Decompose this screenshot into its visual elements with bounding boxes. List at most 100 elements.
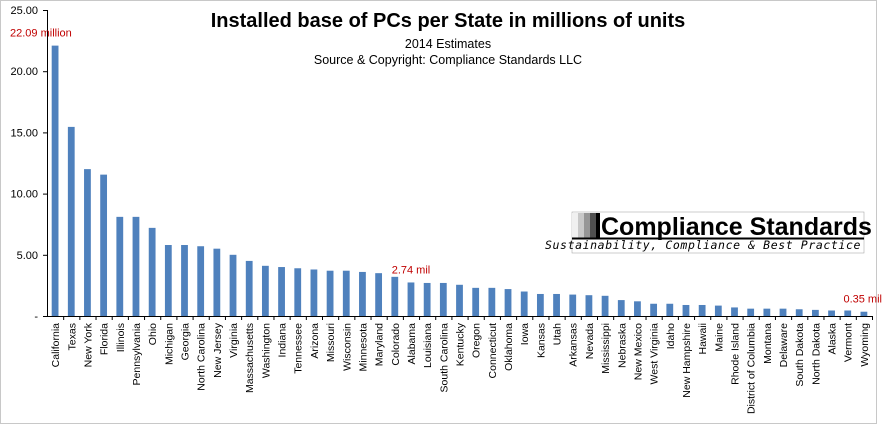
bar	[795, 309, 803, 316]
x-tick-label: Vermont	[843, 323, 855, 362]
logo-name: Compliance Standards	[601, 213, 872, 241]
y-tick-label: -	[34, 311, 38, 323]
x-tick-label: New Jersey	[212, 322, 224, 378]
x-tick-label: Utah	[552, 323, 564, 345]
x-tick-label: Oregon	[471, 323, 483, 358]
x-tick-label: Minnesota	[357, 323, 369, 372]
x-tick-label: Oklahoma	[503, 323, 515, 371]
bar	[811, 309, 819, 316]
bar	[181, 245, 188, 316]
chart-subtitle-year: 2014 Estimates	[405, 37, 491, 51]
annotations: 22.09 million 2.74 mil 0.35 mil	[10, 28, 882, 306]
logo-border	[571, 211, 865, 254]
bar	[828, 310, 835, 316]
data-annotation: 22.09 million	[10, 28, 72, 40]
bar	[84, 169, 91, 316]
y-tick-label: 5.00	[17, 250, 38, 262]
compliance-standards-logo: Compliance Standards Sustainability, Com…	[545, 211, 872, 254]
bar	[650, 303, 658, 316]
bar	[456, 284, 463, 316]
bar	[100, 174, 108, 316]
x-tick-label: Maryland	[374, 323, 386, 366]
bar	[439, 282, 447, 316]
bar	[779, 308, 787, 316]
x-tick-label: Alabama	[406, 323, 418, 365]
bar	[844, 310, 852, 316]
bar	[391, 276, 399, 316]
bar	[375, 273, 383, 316]
bar	[585, 295, 593, 316]
x-tick-label: Georgia	[180, 323, 192, 361]
bar	[245, 260, 253, 316]
x-tick-label: South Carolina	[438, 323, 450, 393]
x-tick-label: Louisiana	[422, 323, 434, 368]
bar	[520, 291, 528, 316]
x-tick-label: Arkansas	[568, 323, 580, 367]
chart-title: Installed base of PCs per State in milli…	[211, 10, 686, 32]
bar	[504, 289, 512, 316]
bar	[601, 295, 609, 316]
x-tick-label: California	[50, 323, 62, 368]
logo-tagline: Sustainability, Compliance & Best Practi…	[545, 238, 861, 252]
x-tick-label: Michigan	[163, 323, 175, 365]
bar	[860, 311, 868, 316]
y-tick-label: 15.00	[10, 127, 38, 139]
x-tick-label: Indiana	[277, 323, 289, 358]
x-tick-label: Maine	[713, 323, 725, 352]
bar	[261, 265, 269, 316]
x-tick-label: Wyoming	[859, 323, 871, 367]
x-tick-label: Ohio	[147, 323, 159, 345]
bar	[229, 254, 237, 316]
x-tick-label: Kentucky	[455, 322, 467, 366]
bar	[698, 304, 706, 316]
bar	[617, 300, 625, 316]
x-tick-label: Florida	[99, 323, 111, 355]
y-axis: - 5.00 10.00 15.00 20.00 25.00	[10, 5, 48, 323]
bar	[342, 270, 350, 316]
bar	[359, 271, 366, 316]
x-axis: California Texas New York Florida Illinois Pe…	[47, 316, 873, 414]
x-tick-label: Missouri	[325, 323, 337, 362]
logo-gradient-mark	[572, 213, 600, 238]
x-tick-label: Wisconsin	[341, 323, 353, 371]
chart-subtitle-source: Source & Copyright: Compliance Standards…	[314, 53, 582, 67]
x-tick-label: Illinois	[115, 323, 127, 352]
x-tick-label: Delaware	[778, 323, 790, 368]
x-tick-label: Tennessee	[293, 323, 305, 374]
bar	[472, 287, 480, 316]
bar	[747, 308, 755, 316]
bar	[67, 126, 75, 316]
bar	[116, 216, 124, 316]
x-tick-label: North Dakota	[810, 323, 822, 385]
x-tick-label: Hawaii	[697, 323, 709, 355]
bar	[197, 246, 205, 316]
bar	[278, 267, 285, 316]
bar	[132, 216, 140, 316]
bar	[51, 45, 59, 316]
bar	[634, 301, 641, 316]
x-tick-label: North Carolina	[196, 323, 208, 391]
bar	[294, 268, 302, 316]
bar	[666, 303, 674, 316]
bar	[407, 282, 415, 316]
x-tick-label: New Mexico	[632, 323, 644, 380]
bar-series	[51, 45, 868, 316]
bar	[164, 245, 172, 316]
x-tick-label: Iowa	[519, 323, 531, 345]
x-tick-label: West Virginia	[649, 323, 661, 385]
x-tick-label: Idaho	[665, 323, 677, 349]
bar	[488, 287, 496, 316]
y-tick-label: 10.00	[10, 189, 38, 201]
x-tick-label: Virginia	[228, 323, 240, 358]
data-annotation: 2.74 mil	[392, 264, 431, 276]
x-tick-label: Rhode Island	[730, 323, 742, 385]
y-tick-label: 20.00	[10, 66, 38, 78]
bar	[682, 304, 690, 316]
x-tick-label: Pennsylvania	[131, 323, 143, 386]
bar	[423, 282, 431, 316]
y-tick-label: 25.00	[10, 5, 38, 17]
x-tick-label: New Hampshire	[681, 323, 693, 398]
x-tick-label: Kansas	[535, 323, 547, 358]
x-tick-label: District of Columbia	[746, 323, 758, 414]
